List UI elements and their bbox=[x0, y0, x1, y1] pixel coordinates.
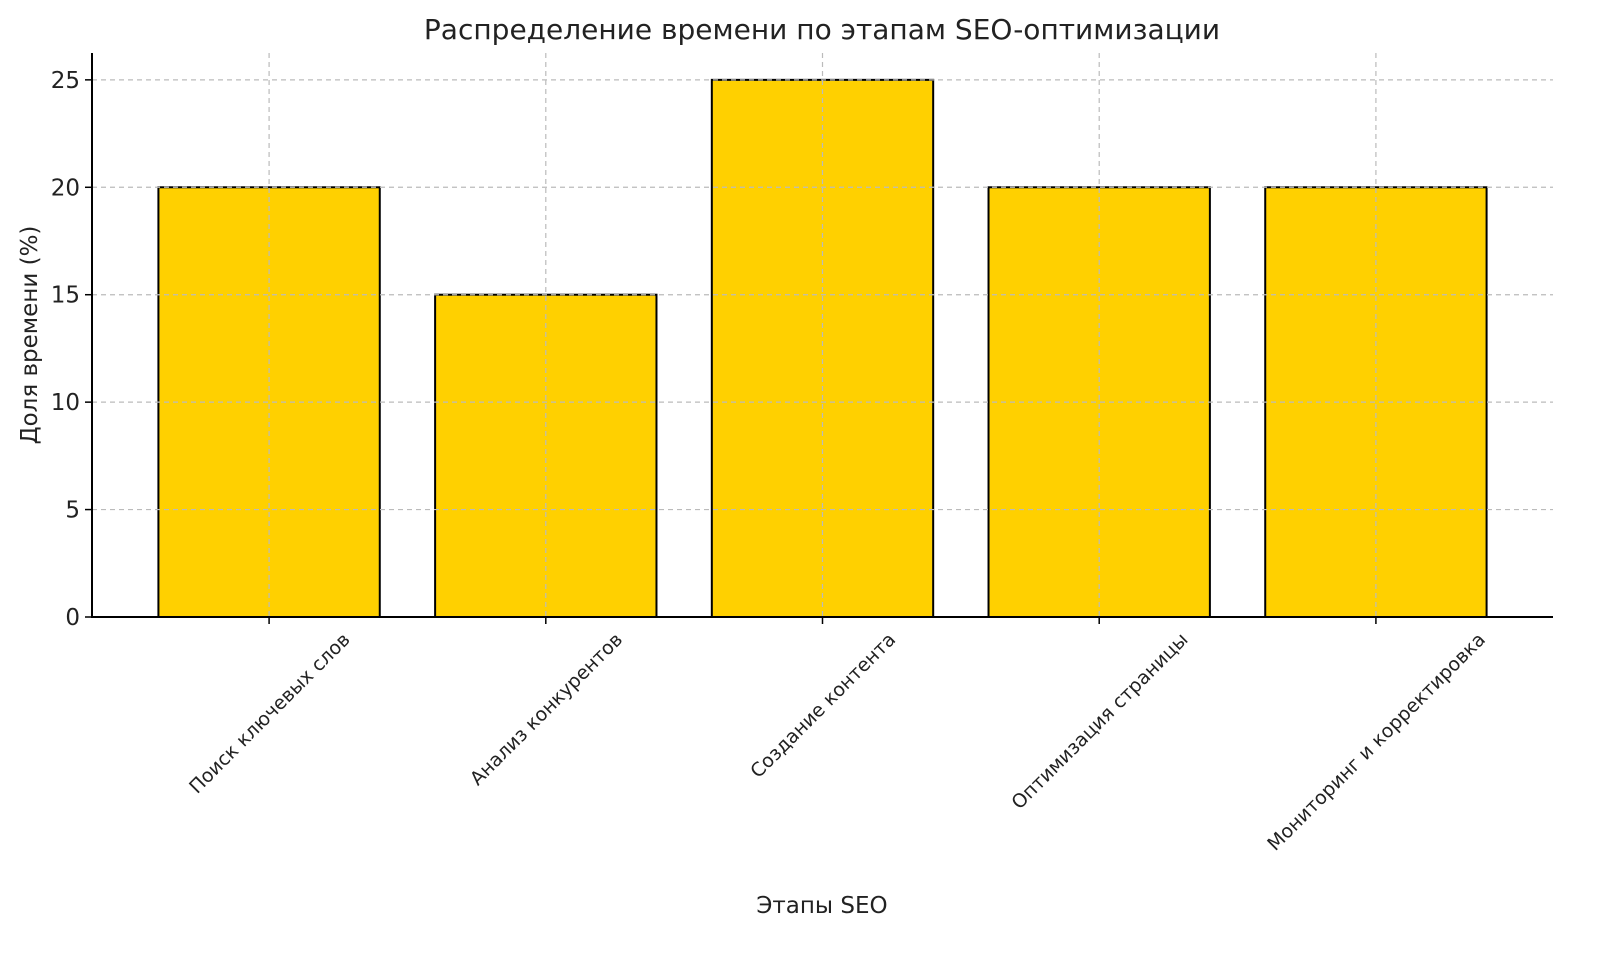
y-tick-label: 5 bbox=[65, 498, 80, 524]
x-tick-label: Создание контента bbox=[746, 629, 900, 783]
y-tick-label: 25 bbox=[51, 68, 80, 94]
bar bbox=[710, 78, 935, 619]
x-tick-label: Мониторинг и корректировка bbox=[1263, 629, 1490, 856]
y-tick-label: 20 bbox=[51, 175, 80, 201]
y-axis-label: Доля времени (%) bbox=[17, 226, 43, 445]
x-tick-label: Оптимизация страницы bbox=[1007, 629, 1192, 814]
chart-title: Распределение времени по этапам SEO-опти… bbox=[424, 13, 1220, 46]
y-tick-label: 15 bbox=[51, 283, 80, 309]
x-tick-label: Поиск ключевых слов bbox=[185, 629, 354, 798]
y-tick-label: 10 bbox=[51, 390, 80, 416]
y-tick-label: 0 bbox=[65, 605, 80, 631]
x-axis-label: Этапы SEO bbox=[756, 893, 887, 919]
x-tick-label: Анализ конкурентов bbox=[466, 629, 627, 790]
bar bbox=[434, 293, 658, 618]
